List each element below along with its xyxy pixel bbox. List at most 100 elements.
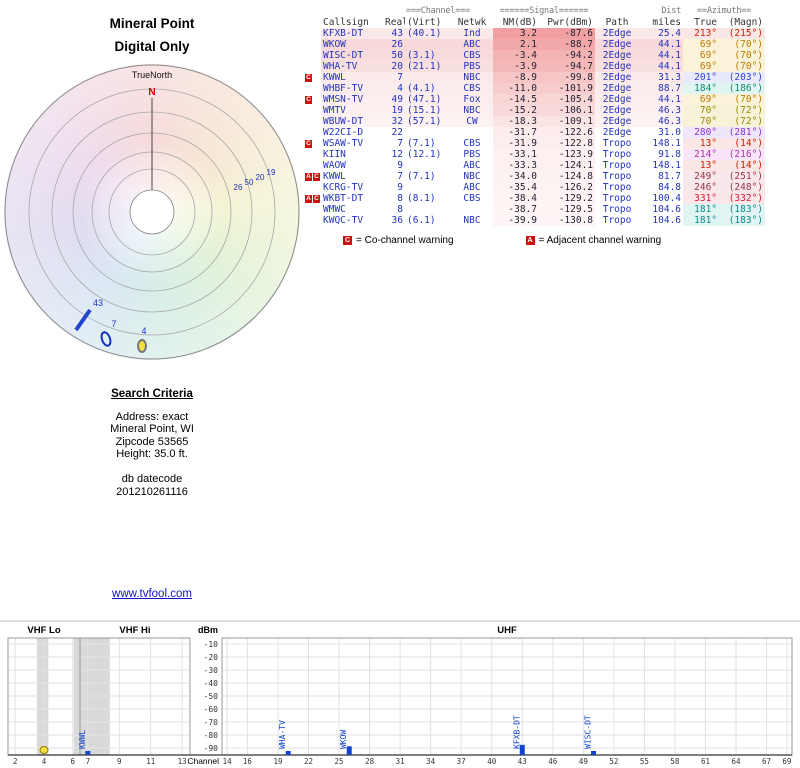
- svg-text:-90: -90: [204, 744, 219, 753]
- station-row: WISC-DT 50 (3.1) CBS -3.4 -94.2 2Edge 44.1 69° (7…: [305, 50, 766, 61]
- cell-path: Tropo: [595, 138, 640, 149]
- cell-cs: WSAW-TV: [321, 138, 383, 149]
- channel-tick-labels: 2 4 6: [13, 757, 76, 766]
- co-channel-warning-chip: C: [305, 139, 312, 148]
- cell-real: 36: [383, 215, 405, 226]
- cell-pwr: -101.9: [539, 83, 596, 94]
- cell-virt: [405, 72, 451, 83]
- cell-mk: [305, 182, 321, 193]
- svg-text:19: 19: [273, 757, 282, 766]
- north-label: N: [148, 87, 155, 98]
- cell-nm: -11.0: [493, 83, 540, 94]
- cell-maz: (183°): [719, 215, 766, 226]
- cell-miles: 31.3: [639, 72, 684, 83]
- cell-net: ABC: [451, 182, 494, 193]
- azimuth-group-header: ==Azimuth==: [696, 6, 752, 16]
- cell-pwr: -94.2: [539, 50, 596, 61]
- cell-pwr: -99.8: [539, 72, 596, 83]
- radar-subtitle: Digital Only: [114, 39, 190, 54]
- radar-channel-label: 20: [256, 173, 265, 182]
- cell-nm: -39.9: [493, 215, 540, 226]
- cell-virt: (8.1): [405, 193, 451, 204]
- cell-real: 26: [383, 39, 405, 50]
- col-callsign: Callsign: [323, 17, 369, 28]
- signal-bar-label: WISC-DT: [584, 715, 593, 749]
- cell-virt: (6.1): [405, 215, 451, 226]
- search-criteria-title: Search Criteria: [111, 388, 193, 400]
- cell-cs: WKOW: [321, 39, 383, 50]
- station-row: C KWWL 7 NBC -8.9 -99.8 2Edge 31.3 201° (203°): [305, 72, 766, 83]
- cell-pwr: -94.7: [539, 61, 596, 72]
- cell-maz: (70°): [719, 50, 766, 61]
- cell-taz: 213°: [683, 28, 720, 39]
- radar-marker-label: 43: [93, 298, 103, 308]
- cell-path: Tropo: [595, 160, 640, 171]
- svg-text:49: 49: [579, 757, 588, 766]
- co-channel-warning-chip: C: [305, 73, 312, 82]
- svg-text:-80: -80: [204, 731, 219, 740]
- cell-taz: 13°: [683, 160, 720, 171]
- signal-bar-label: KWWL: [78, 730, 87, 749]
- cell-path: 2Edge: [595, 61, 640, 72]
- station-row: KWQC-TV 36 (6.1) NBC -39.9 -130.8 Tropo 104.6 18…: [305, 215, 766, 226]
- cell-path: Tropo: [595, 215, 640, 226]
- cell-real: 12: [383, 149, 405, 160]
- svg-text:-50: -50: [204, 692, 219, 701]
- radar-title: Mineral Point: [109, 16, 195, 31]
- co-channel-text: = Co-channel warning: [356, 235, 454, 246]
- svg-text:69: 69: [782, 757, 791, 766]
- cell-pwr: -130.8: [539, 215, 596, 226]
- cell-net: NBC: [451, 171, 494, 182]
- cell-real: 49: [383, 94, 405, 105]
- svg-text:-60: -60: [204, 705, 219, 714]
- cell-cs: WHBF-TV: [321, 83, 383, 94]
- cell-pwr: -129.5: [539, 204, 596, 215]
- cell-taz: 69°: [683, 39, 720, 50]
- signal-bar: [346, 746, 352, 755]
- cell-real: 9: [383, 182, 405, 193]
- cell-virt: (21.1): [405, 61, 451, 72]
- cell-cs: WMWC: [321, 204, 383, 215]
- svg-text:46: 46: [548, 757, 558, 766]
- cell-pwr: -109.1: [539, 116, 596, 127]
- signal-bar: [519, 744, 525, 755]
- cell-nm: -8.9: [493, 72, 540, 83]
- cell-net: CW: [451, 116, 494, 127]
- cell-cs: WAOW: [321, 160, 383, 171]
- cell-net: NBC: [451, 105, 494, 116]
- cell-path: 2Edge: [595, 127, 640, 138]
- channel4-marker: [39, 746, 49, 754]
- cell-taz: 13°: [683, 138, 720, 149]
- criteria-line: Mineral Point, WI: [110, 423, 194, 435]
- tvfool-link[interactable]: www.tvfool.com: [112, 588, 192, 600]
- cell-miles: 148.1: [639, 160, 684, 171]
- co-channel-warning-chip: C: [313, 172, 320, 181]
- col-miles: miles: [652, 17, 682, 28]
- col-path: Path: [605, 17, 629, 28]
- cell-path: 2Edge: [595, 116, 640, 127]
- signal-bars: KWWL WHA-TV WKOW KFXB-DT WISC-DT: [78, 715, 597, 755]
- cell-nm: -35.4: [493, 182, 540, 193]
- cell-cs: KIIN: [321, 149, 383, 160]
- dbm-axis-title: dBm: [198, 625, 218, 635]
- cell-pwr: -124.1: [539, 160, 596, 171]
- cell-cs: WKBT-DT: [321, 193, 383, 204]
- cell-nm: -15.2: [493, 105, 540, 116]
- cell-mk: [305, 105, 321, 116]
- cell-mk: [305, 204, 321, 215]
- cell-maz: (70°): [719, 61, 766, 72]
- cell-cs: WMSN-TV: [321, 94, 383, 105]
- svg-text:14: 14: [223, 757, 233, 766]
- cell-taz: 246°: [683, 182, 720, 193]
- cell-maz: (186°): [719, 83, 766, 94]
- co-channel-warning-chip: C: [313, 194, 320, 203]
- channel-tick-labels: 14 16 19 22 25 28 31 34 37 40 43 46 49 52 55 58 61 64 67 69: [223, 757, 792, 766]
- cell-miles: 44.1: [639, 61, 684, 72]
- radar-channel-label: 50: [245, 178, 254, 187]
- radar-channel-label: 19: [267, 168, 276, 177]
- criteria-line: Zipcode 53565: [115, 435, 189, 448]
- criteria-line: Height: 35.0 ft.: [116, 448, 188, 460]
- cell-path: Tropo: [595, 149, 640, 160]
